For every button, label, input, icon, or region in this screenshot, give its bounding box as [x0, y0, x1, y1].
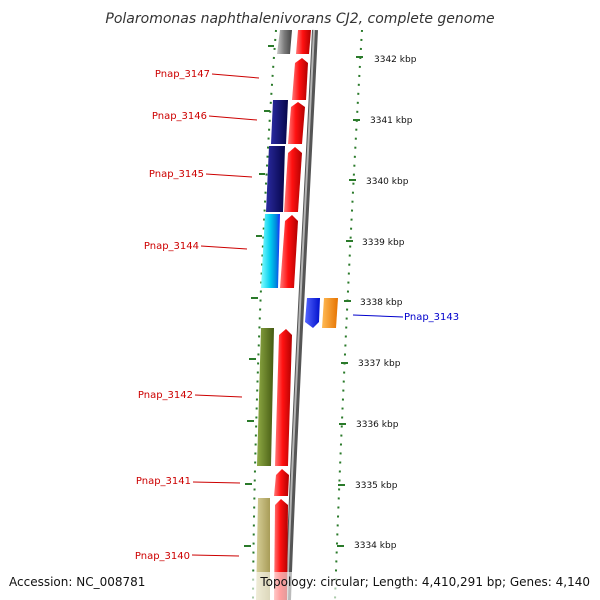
callout-line — [205, 173, 253, 178]
gene-labels: Pnap_3147 Pnap_3146 Pnap_3145 Pnap_3144 … — [135, 69, 459, 562]
gene-arrow-red — [292, 58, 308, 100]
gene-block-navy — [271, 100, 288, 144]
left-scale-ticks — [244, 45, 274, 547]
kbp-label: 3341 kbp — [370, 116, 413, 126]
gene-label[interactable]: Pnap_3145 — [149, 169, 204, 180]
callout-line — [208, 115, 258, 121]
gene-arrow-red — [288, 102, 305, 144]
kbp-scale-labels: 3342 kbp 3341 kbp 3340 kbp 3339 kbp 3338… — [354, 55, 417, 551]
footer-backdrop — [0, 572, 600, 600]
callout-line — [352, 314, 404, 318]
gene-block-navy — [266, 146, 285, 212]
gene-arrow-red — [275, 329, 292, 466]
gene-label[interactable]: Pnap_3147 — [155, 69, 210, 80]
gene-label[interactable]: Pnap_3144 — [144, 241, 199, 252]
genome-backbone-highlight — [286, 29, 315, 600]
callout-line — [200, 245, 248, 250]
genome-summary: Topology: circular; Length: 4,410,291 bp… — [259, 575, 590, 589]
kbp-label: 3334 kbp — [354, 541, 397, 551]
gene-arrow-red — [274, 469, 289, 496]
diagram-title: Polaromonas naphthalenivorans CJ2, compl… — [105, 11, 494, 27]
gene-label[interactable]: Pnap_3141 — [136, 476, 191, 487]
gene-callout-lines — [191, 73, 404, 557]
gene-label[interactable]: Pnap_3140 — [135, 551, 190, 562]
gene-arrow-red — [284, 147, 302, 212]
callout-line — [192, 481, 241, 484]
gene-block-olive — [257, 328, 274, 466]
gene-label[interactable]: Pnap_3143 — [404, 312, 459, 323]
kbp-label: 3340 kbp — [366, 177, 409, 187]
gene-feature-red — [296, 30, 311, 54]
kbp-label: 3338 kbp — [360, 298, 403, 308]
kbp-label: 3337 kbp — [358, 359, 401, 369]
gene-arrow-blue — [305, 298, 320, 328]
gene-label[interactable]: Pnap_3146 — [152, 111, 207, 122]
right-scale-ticks — [337, 56, 363, 547]
gene-block-orange — [322, 298, 338, 328]
callout-line — [191, 554, 240, 557]
kbp-label: 3335 kbp — [355, 481, 398, 491]
accession-label: Accession: NC_008781 — [9, 575, 145, 589]
callout-line — [194, 394, 243, 398]
gene-block-cyan — [261, 214, 280, 288]
gene-arrow-red — [280, 215, 298, 288]
callout-line — [211, 73, 260, 79]
gene-label[interactable]: Pnap_3142 — [138, 390, 193, 401]
kbp-label: 3342 kbp — [374, 55, 417, 65]
kbp-label: 3339 kbp — [362, 238, 405, 248]
kbp-label: 3336 kbp — [356, 420, 399, 430]
gene-feature-gray — [277, 30, 292, 54]
